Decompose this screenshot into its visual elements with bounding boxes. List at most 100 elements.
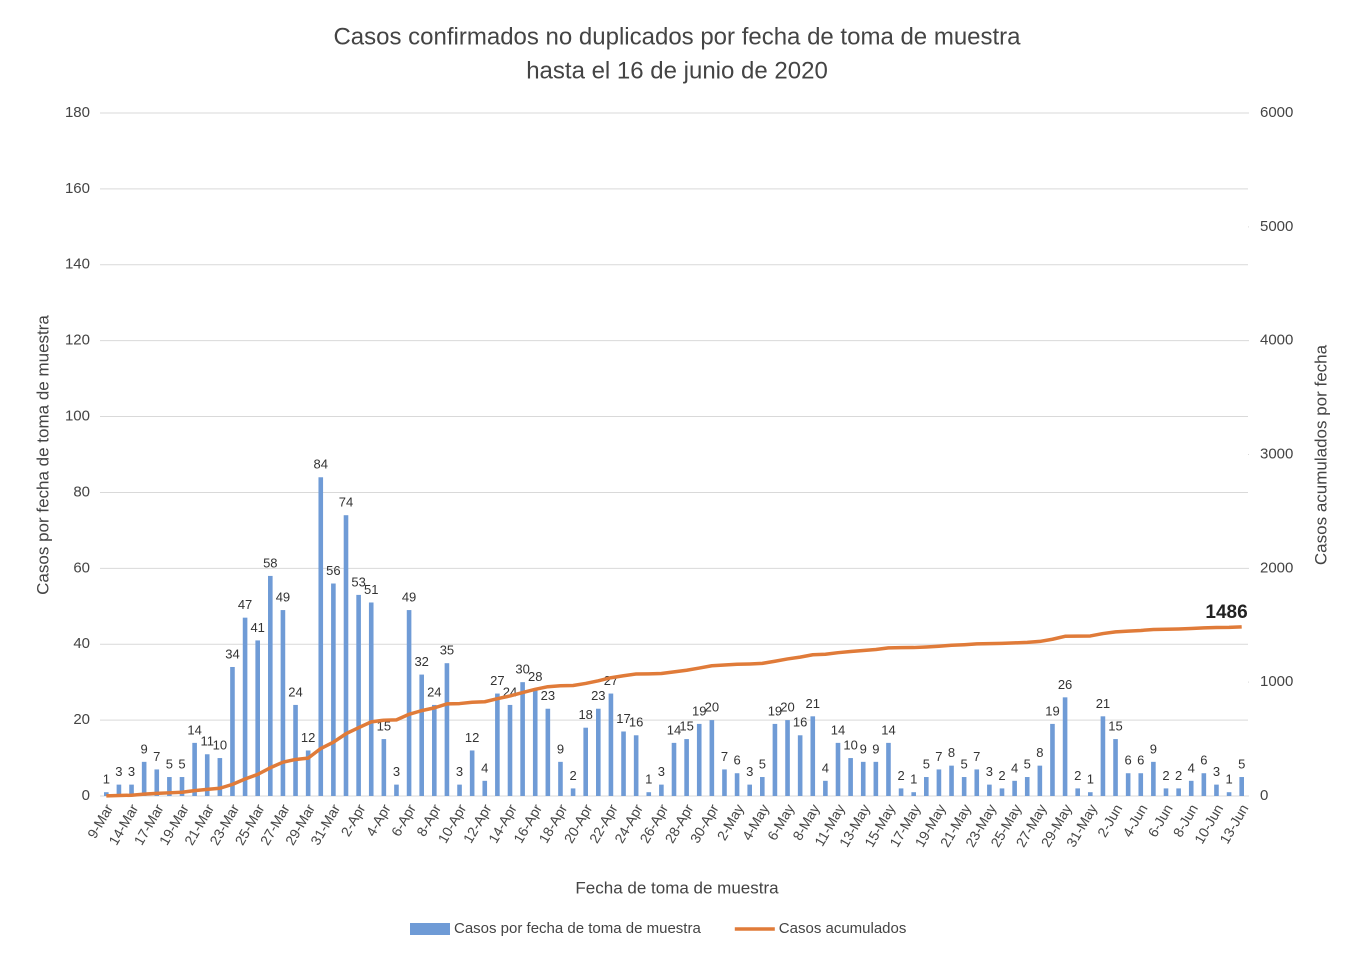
bar xyxy=(520,682,525,796)
bar-value-label: 51 xyxy=(364,582,378,597)
bar xyxy=(318,477,324,796)
bar-value-label: 18 xyxy=(578,707,592,722)
bar-value-label: 8 xyxy=(948,745,955,760)
bar xyxy=(116,784,122,796)
bar-value-label: 10 xyxy=(843,737,857,752)
y-tick-label: 180 xyxy=(65,104,90,121)
bar-value-label: 3 xyxy=(1213,764,1220,779)
bar xyxy=(1176,788,1181,796)
chart-title: Casos confirmados no duplicados por fech… xyxy=(333,23,1021,50)
bar-value-label: 12 xyxy=(301,730,315,745)
bar-value-label: 3 xyxy=(658,764,665,779)
bar-value-label: 2 xyxy=(1074,768,1081,783)
y2-tick-label: 4000 xyxy=(1260,332,1293,349)
bar xyxy=(696,723,702,796)
bar-value-label: 32 xyxy=(414,654,428,669)
bar xyxy=(394,784,399,796)
bar-value-label: 56 xyxy=(326,563,340,578)
bar-value-label: 21 xyxy=(806,696,820,711)
bar xyxy=(987,784,992,796)
y-tick-label: 100 xyxy=(65,408,90,425)
bar-value-label: 9 xyxy=(141,741,148,756)
bar xyxy=(936,769,942,796)
bar xyxy=(570,788,576,796)
bar-value-label: 7 xyxy=(935,749,942,764)
bar xyxy=(406,610,412,796)
bar xyxy=(734,773,740,796)
y2-tick-label: 0 xyxy=(1260,787,1268,804)
y-tick-label: 140 xyxy=(65,256,90,273)
bar xyxy=(873,761,879,796)
bar xyxy=(1151,761,1156,796)
bar xyxy=(709,720,715,796)
bar-value-label: 3 xyxy=(986,764,993,779)
y-tick-label: 80 xyxy=(73,483,90,500)
y-tick-label: 160 xyxy=(65,180,90,197)
bar-value-label: 28 xyxy=(528,669,542,684)
y-tick-label: 40 xyxy=(73,635,90,652)
bar-value-label: 27 xyxy=(490,673,504,688)
bar-value-label: 1 xyxy=(103,772,110,787)
bar-value-label: 10 xyxy=(213,737,227,752)
bar-value-label: 6 xyxy=(733,753,740,768)
bar-value-label: 14 xyxy=(667,722,681,737)
bar-value-label: 2 xyxy=(1162,768,1169,783)
bar-value-label: 4 xyxy=(1188,760,1195,775)
bar xyxy=(1138,773,1144,796)
bar xyxy=(1075,788,1080,796)
y-tick-label: 120 xyxy=(65,332,90,349)
bar-value-label: 9 xyxy=(1150,741,1157,756)
bar xyxy=(583,727,588,796)
bar xyxy=(1012,780,1017,796)
bar-value-label: 17 xyxy=(616,711,630,726)
bar xyxy=(797,735,803,796)
bar xyxy=(949,765,954,796)
bar xyxy=(305,750,311,796)
bar-value-label: 34 xyxy=(225,646,239,661)
bar-value-label: 14 xyxy=(881,722,895,737)
bar-value-label: 1 xyxy=(1225,772,1232,787)
bar-value-label: 21 xyxy=(1096,696,1110,711)
bar-value-label: 4 xyxy=(481,760,488,775)
bar xyxy=(432,704,437,796)
bar-value-label: 5 xyxy=(178,756,185,771)
bar xyxy=(860,761,866,796)
bar xyxy=(230,666,235,796)
bar xyxy=(368,602,374,796)
bar xyxy=(457,784,462,796)
bar xyxy=(1226,792,1232,796)
bar xyxy=(104,792,109,796)
bar-value-label: 6 xyxy=(1200,753,1207,768)
y2-tick-label: 6000 xyxy=(1260,104,1293,121)
bar-value-label: 9 xyxy=(860,741,867,756)
bar-value-label: 24 xyxy=(427,684,441,699)
bar xyxy=(974,769,980,796)
bar xyxy=(293,704,298,796)
bar-value-label: 14 xyxy=(831,722,845,737)
y2-tick-label: 5000 xyxy=(1260,218,1293,235)
bar xyxy=(621,731,626,796)
bar-value-label: 12 xyxy=(465,730,479,745)
bar-value-label: 11 xyxy=(200,734,214,749)
bar-value-label: 5 xyxy=(759,756,766,771)
bar xyxy=(1024,777,1030,796)
bar xyxy=(1100,716,1106,796)
bar xyxy=(532,689,538,796)
bar xyxy=(760,777,765,796)
bar-value-label: 41 xyxy=(250,620,264,635)
bar-value-label: 24 xyxy=(288,684,302,699)
bar xyxy=(1239,777,1244,796)
bar-value-label: 16 xyxy=(629,715,643,730)
bar-value-label: 58 xyxy=(263,555,277,570)
bar-value-label: 1 xyxy=(1087,772,1094,787)
bar xyxy=(835,742,841,796)
bar-value-label: 3 xyxy=(393,764,400,779)
bar xyxy=(154,769,160,796)
bar xyxy=(167,777,172,796)
bar-value-label: 47 xyxy=(238,597,252,612)
chart-subtitle: hasta el 16 de junio de 2020 xyxy=(526,57,828,84)
bar xyxy=(444,663,450,796)
bar xyxy=(608,693,614,796)
